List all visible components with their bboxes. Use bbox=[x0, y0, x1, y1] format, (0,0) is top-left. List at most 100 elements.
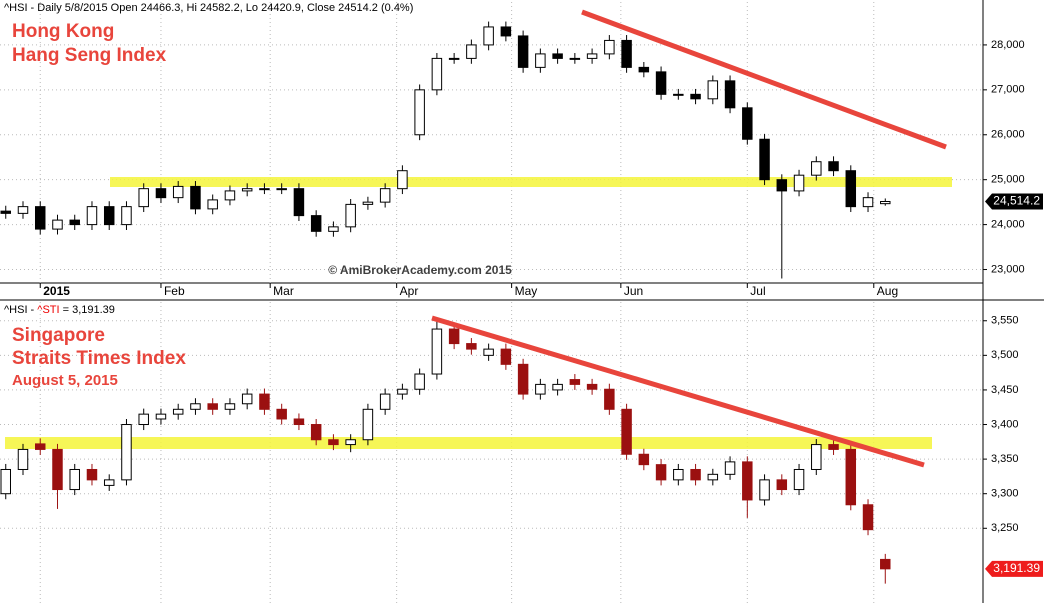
candle-body bbox=[276, 408, 287, 420]
candle-body bbox=[828, 161, 839, 172]
candle-body bbox=[759, 138, 770, 181]
candle-body bbox=[535, 383, 546, 395]
x-tick-label: Apr bbox=[400, 284, 419, 298]
candle-body bbox=[638, 66, 650, 73]
candle-body bbox=[207, 403, 218, 410]
candle-body bbox=[586, 383, 598, 390]
candle-body bbox=[569, 57, 581, 60]
candle-body bbox=[0, 210, 11, 214]
candle-body bbox=[86, 468, 98, 481]
candle-body bbox=[293, 188, 305, 217]
last-value-label: 3,191.39 bbox=[993, 561, 1040, 575]
candle-body bbox=[655, 71, 667, 95]
chart-subtitle: Straits Times Index bbox=[12, 348, 186, 369]
candle-body bbox=[690, 93, 701, 100]
candle-body bbox=[586, 53, 598, 59]
chart-title: Hong Kong bbox=[12, 21, 114, 42]
candle-body bbox=[69, 468, 80, 491]
candle-body bbox=[52, 448, 63, 491]
candle-body bbox=[759, 479, 770, 501]
y-tick-label: 3,550 bbox=[991, 315, 1019, 327]
candle-body bbox=[724, 461, 736, 475]
x-tick-label: 2015 bbox=[43, 284, 70, 298]
candle-body bbox=[0, 468, 11, 495]
candle-body bbox=[293, 418, 305, 426]
candle-body bbox=[742, 107, 753, 140]
candle-body bbox=[845, 170, 857, 208]
candle-body bbox=[517, 363, 529, 395]
candle-body bbox=[690, 468, 701, 481]
date-label: August 5, 2015 bbox=[12, 372, 118, 389]
candle-body bbox=[431, 57, 443, 91]
labels-layer: 23,000 24,000 25,000 26,000 27,000 28,000 2015… bbox=[39, 39, 1043, 577]
candle-body bbox=[224, 403, 236, 410]
candle-body bbox=[224, 190, 236, 201]
y-tick-label: 3,300 bbox=[991, 488, 1019, 500]
candle-body bbox=[500, 26, 512, 37]
candle-body bbox=[483, 26, 494, 46]
candle-body bbox=[379, 393, 391, 410]
candle-body bbox=[379, 188, 391, 203]
candle-body bbox=[862, 197, 874, 208]
candle-body bbox=[448, 57, 460, 60]
candle-body bbox=[811, 444, 822, 470]
watermark: © AmiBrokerAcademy.com 2015 bbox=[328, 263, 512, 277]
candle-body bbox=[103, 479, 115, 486]
y-tick-label: 26,000 bbox=[991, 129, 1025, 141]
last-value-tag bbox=[985, 560, 1043, 577]
support-band bbox=[5, 437, 932, 449]
x-tick-label: May bbox=[515, 284, 538, 298]
candle-body bbox=[121, 424, 132, 481]
header: ^HSI - Daily 5/8/2015 Open 24466.3, Hi 2… bbox=[4, 2, 413, 14]
candle-body bbox=[535, 53, 546, 68]
candle-body bbox=[276, 188, 287, 191]
candle-body bbox=[103, 206, 115, 226]
candle-body bbox=[345, 439, 356, 446]
candle-body bbox=[431, 328, 443, 375]
candle-body bbox=[414, 89, 425, 136]
y-tick-label: 3,450 bbox=[991, 384, 1019, 396]
candle-body bbox=[862, 504, 874, 531]
candle-body bbox=[362, 408, 374, 441]
candle-body bbox=[552, 53, 563, 59]
candle-body bbox=[776, 179, 788, 192]
candle-body bbox=[310, 215, 322, 232]
candle-body bbox=[638, 453, 650, 466]
y-tick-label: 27,000 bbox=[991, 84, 1025, 96]
candle-body bbox=[345, 203, 356, 228]
chart-subtitle: Hang Seng Index bbox=[12, 45, 167, 66]
trend-line bbox=[431, 315, 925, 468]
candle-body bbox=[793, 174, 805, 192]
candle-body bbox=[500, 348, 512, 365]
y-tick-label: 28,000 bbox=[991, 39, 1025, 51]
candle-body bbox=[310, 424, 322, 441]
candle-body bbox=[17, 448, 29, 470]
y-tick-label: 3,500 bbox=[991, 349, 1019, 361]
candle-body bbox=[259, 393, 270, 410]
candle-body bbox=[362, 201, 374, 205]
candle-body bbox=[880, 201, 891, 205]
candle-body bbox=[241, 188, 253, 192]
candle-body bbox=[655, 464, 667, 481]
candle-body bbox=[52, 219, 63, 230]
header: ^HSI - ^STI = 3,191.39 bbox=[4, 304, 115, 316]
candle-body bbox=[397, 388, 408, 395]
candle-body bbox=[414, 373, 425, 390]
candle-body bbox=[172, 185, 184, 199]
candle-body bbox=[155, 188, 167, 199]
candle-body bbox=[621, 39, 632, 68]
candle-body bbox=[207, 199, 218, 210]
x-tick-label: Mar bbox=[273, 284, 294, 298]
x-tick-label: Jun bbox=[624, 284, 643, 298]
candle-body bbox=[724, 80, 736, 109]
candle-body bbox=[880, 558, 891, 570]
candle-body bbox=[742, 461, 753, 501]
candle-body bbox=[483, 348, 494, 356]
y-tick-label: 24,000 bbox=[991, 219, 1025, 231]
candle-body bbox=[172, 408, 184, 415]
candle-body bbox=[17, 206, 29, 214]
y-tick-label: 3,350 bbox=[991, 453, 1019, 465]
